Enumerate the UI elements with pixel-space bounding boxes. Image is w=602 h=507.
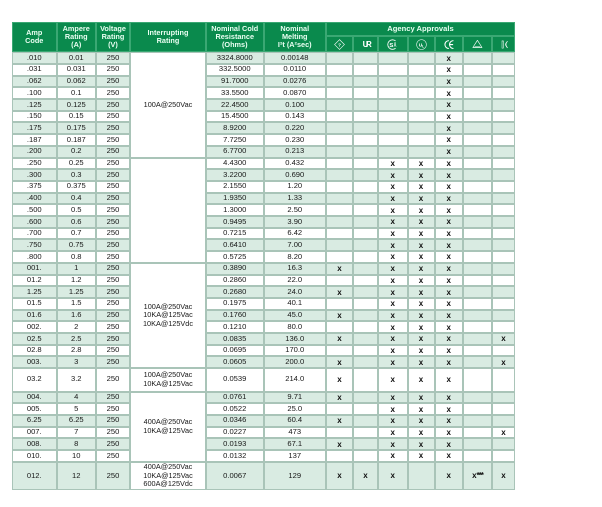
svg-text:L: L xyxy=(422,44,424,48)
svg-text:?: ? xyxy=(338,42,341,48)
svg-text:S: S xyxy=(389,42,393,48)
svg-text:UR: UR xyxy=(363,40,372,49)
